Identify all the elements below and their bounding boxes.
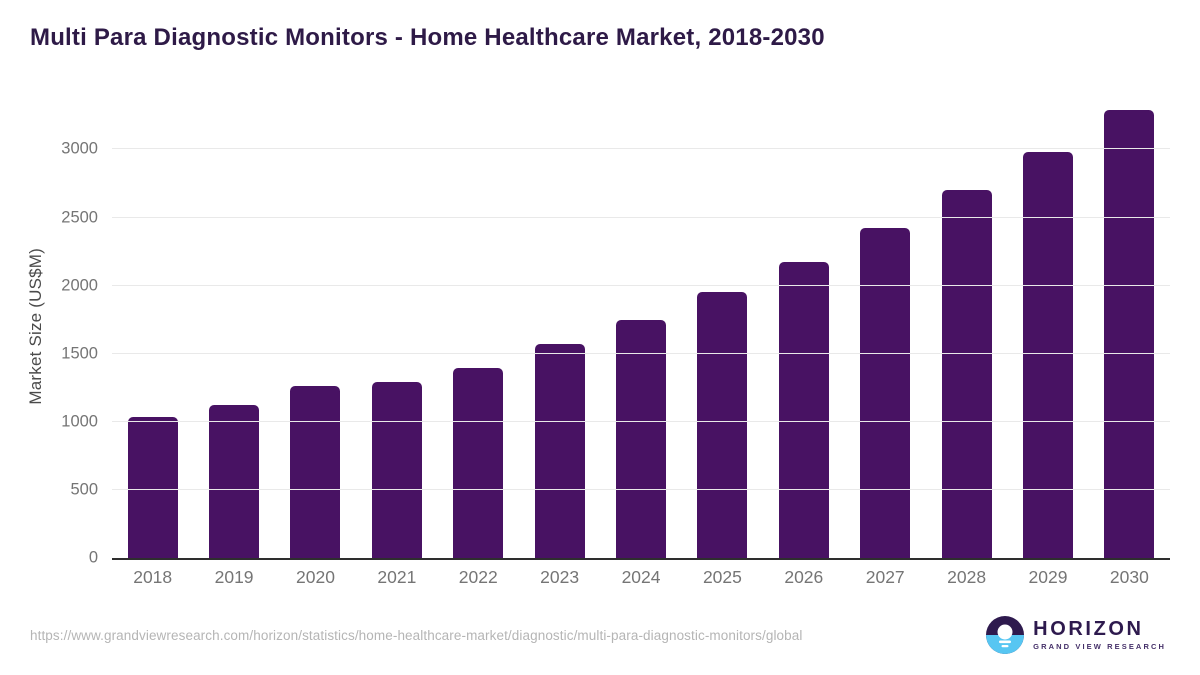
x-tick-label: 2028	[947, 567, 987, 587]
x-tick-label: 2029	[1028, 567, 1068, 587]
y-tick-label: 2000	[61, 276, 98, 295]
y-tick-label: 1500	[61, 344, 98, 363]
horizon-logo-icon	[986, 616, 1025, 654]
x-tick-label: 2030	[1109, 567, 1149, 587]
x-tick-label: 2020	[296, 567, 335, 587]
y-tick-label: 2500	[61, 208, 98, 227]
y-tick-label: 3000	[61, 139, 98, 158]
bar-slot	[845, 95, 926, 558]
y-axis-title-text: Market Size (US$M)	[26, 248, 45, 405]
bar-slot	[438, 95, 519, 558]
x-tick-label: 2019	[214, 567, 254, 587]
logo-name: HORIZON	[1033, 618, 1144, 641]
bar-2025	[697, 291, 748, 558]
x-axis-labels: 2018 2019 2020 2021 2022 2023 2024 2025 2026 2027…	[112, 567, 1170, 588]
bar-slot	[356, 95, 437, 558]
bar-2024	[616, 319, 667, 558]
gridline	[112, 284, 1170, 286]
x-tick-label: 2021	[377, 567, 417, 587]
gridline	[112, 420, 1170, 422]
bar-2027	[860, 227, 911, 558]
source-url: https://www.grandviewresearch.com/horizo…	[30, 628, 803, 643]
plot-area: 0 500 1000 1500 2000 2500 3000	[61, 95, 1170, 567]
horizon-logo: HORIZON GRAND VIEW RESEARCH	[986, 616, 1166, 654]
bar-2021	[371, 381, 422, 558]
x-tick-label: 2023	[540, 567, 580, 587]
gridline	[112, 488, 1170, 490]
bar-2030	[1104, 109, 1155, 558]
y-tick-label: 1000	[61, 412, 98, 431]
gridline	[112, 148, 1170, 150]
x-tick-label: 2025	[702, 567, 742, 587]
bar-slot	[682, 95, 763, 558]
bar-2023	[534, 344, 585, 558]
bar-series	[112, 95, 1170, 558]
bar-slot	[763, 95, 844, 558]
y-tick-label: 500	[70, 480, 98, 499]
x-tick-label: 2022	[458, 567, 498, 587]
logo-text: HORIZON GRAND VIEW RESEARCH	[1033, 619, 1166, 651]
bar-slot	[600, 95, 681, 558]
bar-2019	[209, 405, 260, 558]
bar-slot	[112, 95, 193, 558]
bar-2028	[941, 189, 992, 558]
chart-title: Multi Para Diagnostic Monitors - Home He…	[30, 24, 825, 51]
logo-subtitle: GRAND VIEW RESEARCH	[1033, 642, 1166, 652]
bar-slot	[193, 95, 274, 558]
x-tick-label: 2027	[865, 567, 905, 587]
gridline	[112, 216, 1170, 218]
bar-2029	[1022, 151, 1073, 558]
bar-slot	[1089, 95, 1170, 558]
bar-slot	[519, 95, 600, 558]
bar-slot	[926, 95, 1007, 558]
bar-slot	[275, 95, 356, 558]
gridline	[112, 352, 1170, 354]
x-tick-label: 2024	[621, 567, 661, 587]
bar-2020	[290, 386, 341, 558]
bar-slot	[1007, 95, 1088, 558]
bar-2022	[453, 368, 504, 558]
x-tick-label: 2026	[784, 567, 824, 587]
bar-2018	[127, 417, 178, 558]
y-tick-label: 0	[88, 548, 98, 567]
x-tick-label: 2018	[133, 567, 173, 587]
y-axis-title: Market Size (US$M)	[26, 95, 46, 558]
bar-2026	[778, 261, 829, 558]
